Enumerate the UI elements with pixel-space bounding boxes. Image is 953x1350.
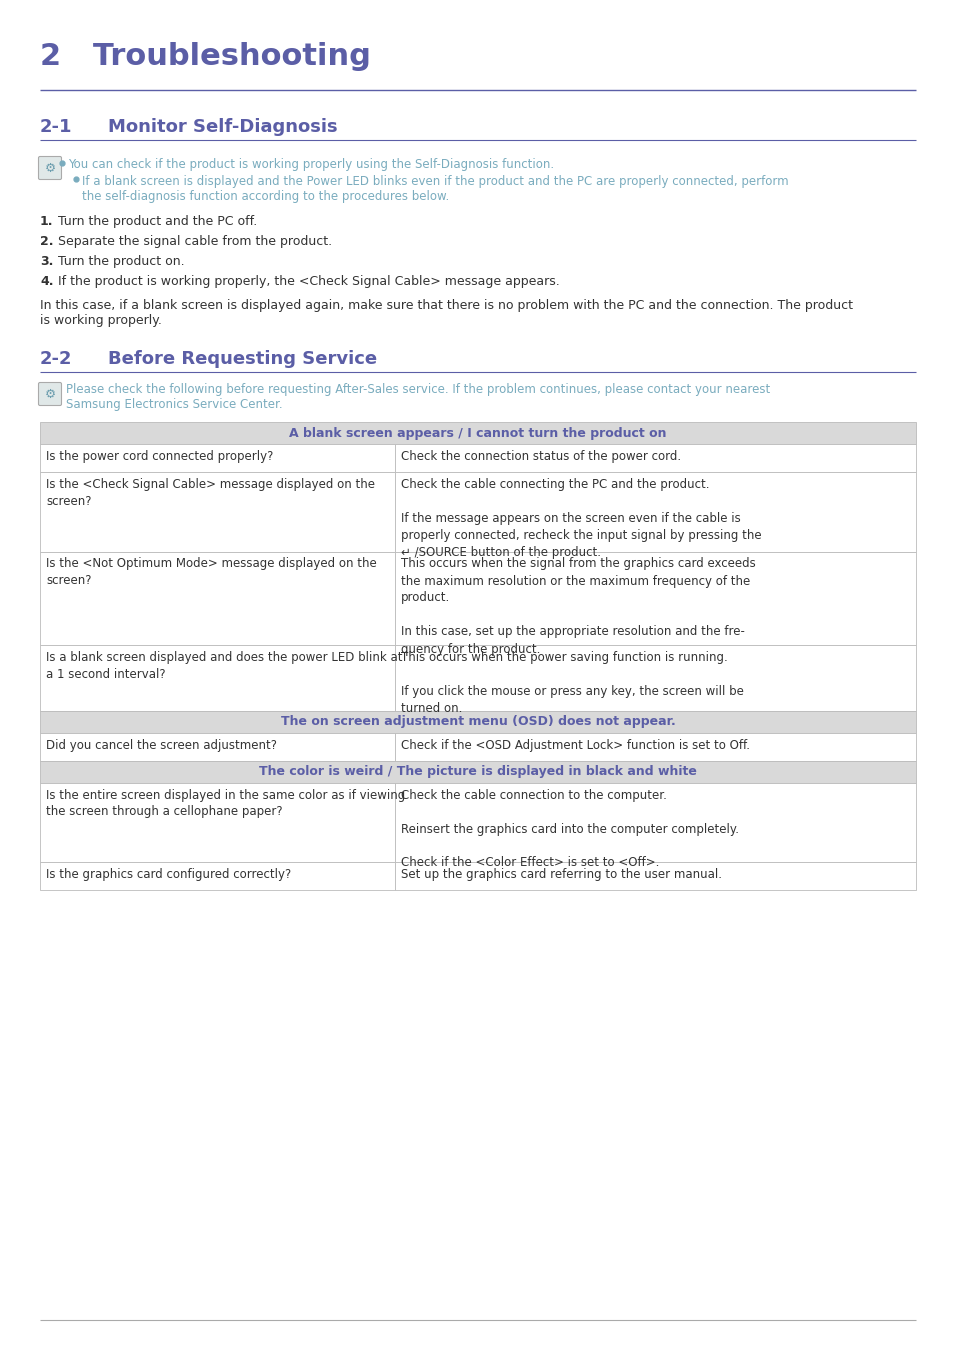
- Text: the self-diagnosis function according to the procedures below.: the self-diagnosis function according to…: [82, 190, 449, 202]
- Text: The color is weird / The picture is displayed in black and white: The color is weird / The picture is disp…: [259, 765, 697, 778]
- Text: 2   Troubleshooting: 2 Troubleshooting: [40, 42, 371, 72]
- Text: Did you cancel the screen adjustment?: Did you cancel the screen adjustment?: [46, 738, 276, 752]
- Bar: [40, 783, 395, 863]
- Text: You can check if the product is working properly using the Self-Diagnosis functi: You can check if the product is working …: [68, 158, 554, 171]
- Text: 3.: 3.: [40, 255, 53, 269]
- Text: 2-1: 2-1: [40, 117, 72, 136]
- Text: 2.: 2.: [40, 235, 53, 248]
- FancyBboxPatch shape: [38, 382, 61, 405]
- Bar: [395, 552, 915, 644]
- Text: Please check the following before requesting After-Sales service. If the problem: Please check the following before reques…: [66, 383, 769, 396]
- Text: In this case, if a blank screen is displayed again, make sure that there is no p: In this case, if a blank screen is displ…: [40, 298, 852, 312]
- Text: The on screen adjustment menu (OSD) does not appear.: The on screen adjustment menu (OSD) does…: [280, 716, 675, 728]
- Bar: [395, 733, 915, 760]
- Bar: [40, 644, 395, 710]
- Text: Check the cable connection to the computer.

Reinsert the graphics card into the: Check the cable connection to the comput…: [400, 788, 739, 869]
- Bar: [40, 710, 915, 733]
- Bar: [40, 760, 915, 783]
- Text: Check the connection status of the power cord.: Check the connection status of the power…: [400, 450, 680, 463]
- Text: 1.: 1.: [40, 215, 53, 228]
- Text: Is the <Not Optimum Mode> message displayed on the
screen?: Is the <Not Optimum Mode> message displa…: [46, 558, 376, 587]
- Text: Monitor Self-Diagnosis: Monitor Self-Diagnosis: [108, 117, 337, 136]
- Bar: [40, 863, 395, 890]
- FancyBboxPatch shape: [38, 157, 61, 180]
- Bar: [40, 552, 395, 644]
- Bar: [40, 733, 395, 760]
- Bar: [395, 783, 915, 863]
- Text: 2-2: 2-2: [40, 350, 72, 369]
- Bar: [40, 472, 395, 552]
- Text: Check the cable connecting the PC and the product.

If the message appears on th: Check the cable connecting the PC and th…: [400, 478, 760, 559]
- Text: Before Requesting Service: Before Requesting Service: [108, 350, 376, 369]
- Text: ⚙: ⚙: [45, 387, 55, 401]
- Text: This occurs when the signal from the graphics card exceeds
the maximum resolutio: This occurs when the signal from the gra…: [400, 558, 755, 656]
- Text: Turn the product on.: Turn the product on.: [58, 255, 185, 269]
- Text: 4.: 4.: [40, 275, 53, 288]
- Bar: [395, 472, 915, 552]
- Text: ⚙: ⚙: [45, 162, 55, 174]
- Text: Samsung Electronics Service Center.: Samsung Electronics Service Center.: [66, 398, 282, 410]
- Text: Is a blank screen displayed and does the power LED blink at
a 1 second interval?: Is a blank screen displayed and does the…: [46, 651, 402, 680]
- Bar: [40, 423, 915, 444]
- Text: Is the <Check Signal Cable> message displayed on the
screen?: Is the <Check Signal Cable> message disp…: [46, 478, 375, 508]
- Text: Check if the <OSD Adjustment Lock> function is set to Off.: Check if the <OSD Adjustment Lock> funct…: [400, 738, 749, 752]
- Text: Set up the graphics card referring to the user manual.: Set up the graphics card referring to th…: [400, 868, 721, 882]
- Bar: [40, 444, 395, 472]
- Text: Is the graphics card configured correctly?: Is the graphics card configured correctl…: [46, 868, 291, 882]
- Bar: [395, 444, 915, 472]
- Text: A blank screen appears / I cannot turn the product on: A blank screen appears / I cannot turn t…: [289, 427, 666, 440]
- Bar: [395, 863, 915, 890]
- Text: Is the entire screen displayed in the same color as if viewing
the screen throug: Is the entire screen displayed in the sa…: [46, 788, 405, 818]
- Text: If a blank screen is displayed and the Power LED blinks even if the product and : If a blank screen is displayed and the P…: [82, 176, 788, 188]
- Text: Separate the signal cable from the product.: Separate the signal cable from the produ…: [58, 235, 332, 248]
- Text: is working properly.: is working properly.: [40, 315, 162, 327]
- Text: If the product is working properly, the <Check Signal Cable> message appears.: If the product is working properly, the …: [58, 275, 559, 288]
- Text: Turn the product and the PC off.: Turn the product and the PC off.: [58, 215, 257, 228]
- Bar: [395, 644, 915, 710]
- Text: Is the power cord connected properly?: Is the power cord connected properly?: [46, 450, 274, 463]
- Text: This occurs when the power saving function is running.

If you click the mouse o: This occurs when the power saving functi…: [400, 651, 743, 714]
